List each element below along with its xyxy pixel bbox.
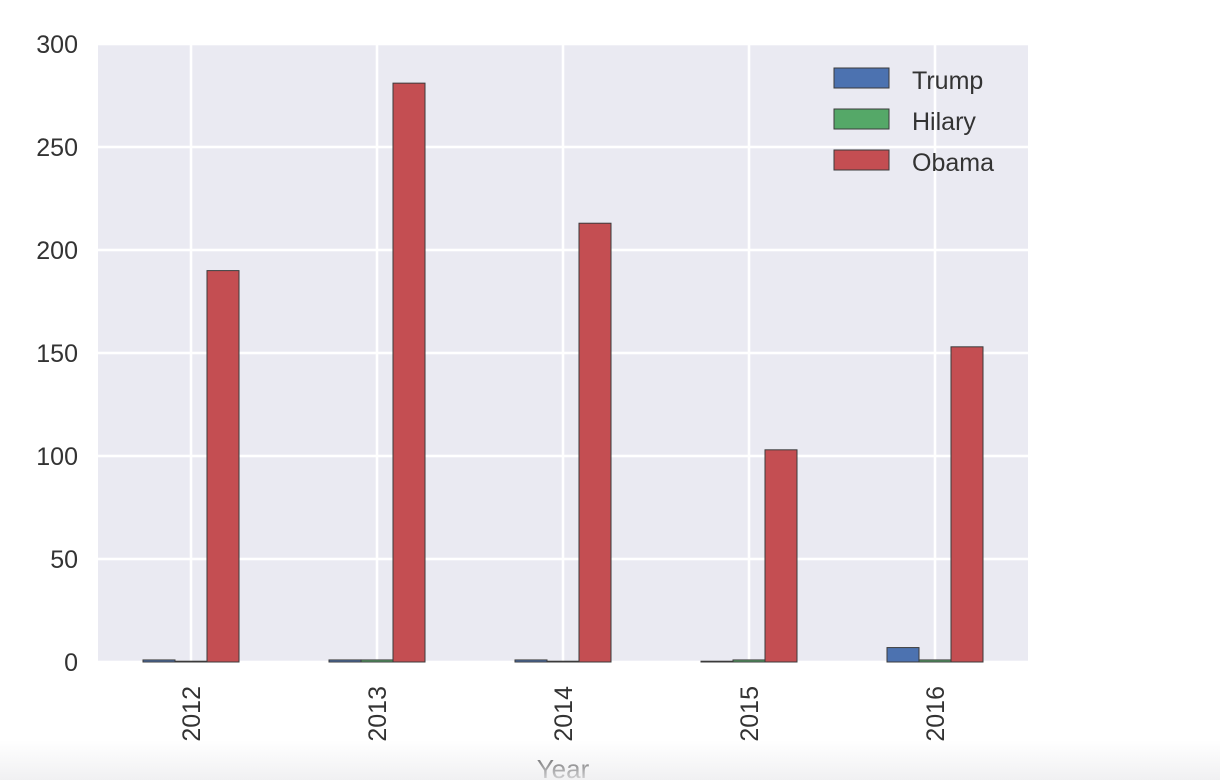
- bar-hilary-2013: [360, 659, 394, 663]
- x-tick-label: 2014: [550, 686, 578, 742]
- legend-swatch-obama: [833, 149, 890, 171]
- legend: Trump Hilary Obama: [833, 67, 994, 177]
- bar-trump-2014: [514, 659, 548, 663]
- x-tick-label: 2016: [922, 686, 950, 742]
- bar-trump-2012: [142, 659, 176, 663]
- legend-label-obama: Obama: [912, 149, 994, 177]
- legend-label-trump: Trump: [912, 67, 983, 95]
- y-tick-label: 50: [50, 546, 78, 574]
- bar-trump-2016: [886, 647, 920, 663]
- bar-hilary-2016: [918, 659, 952, 663]
- x-tick-label: 2013: [364, 686, 392, 742]
- y-tick-label: 0: [64, 649, 78, 677]
- legend-label-hilary: Hilary: [912, 108, 976, 136]
- bar-obama-2015: [764, 449, 798, 663]
- legend-swatch-trump: [833, 67, 890, 89]
- x-tick-label: 2012: [178, 686, 206, 742]
- x-axis-label: Year: [537, 754, 590, 780]
- y-tick-label: 300: [36, 31, 78, 59]
- bar-hilary-2014: [546, 660, 580, 663]
- bar-obama-2016: [950, 346, 984, 663]
- bar-obama-2012: [206, 270, 240, 663]
- x-axis-ticks: 2012 2013 2014 2015 2016: [178, 686, 950, 742]
- y-tick-label: 150: [36, 340, 78, 368]
- bar-hilary-2015: [732, 659, 766, 663]
- y-axis-ticks: 0 50 100 150 200 250 300: [36, 31, 78, 677]
- bar-obama-2014: [578, 222, 612, 663]
- legend-swatch-hilary: [833, 108, 890, 130]
- y-tick-label: 100: [36, 443, 78, 471]
- grid-lines: [98, 42, 1028, 664]
- bars: [142, 82, 984, 663]
- y-tick-label: 200: [36, 237, 78, 265]
- y-tick-label: 250: [36, 134, 78, 162]
- bar-obama-2013: [392, 82, 426, 663]
- bar-trump-2015: [700, 660, 734, 663]
- bar-trump-2013: [328, 659, 362, 663]
- x-tick-label: 2015: [736, 686, 764, 742]
- bar-hilary-2012: [174, 660, 208, 663]
